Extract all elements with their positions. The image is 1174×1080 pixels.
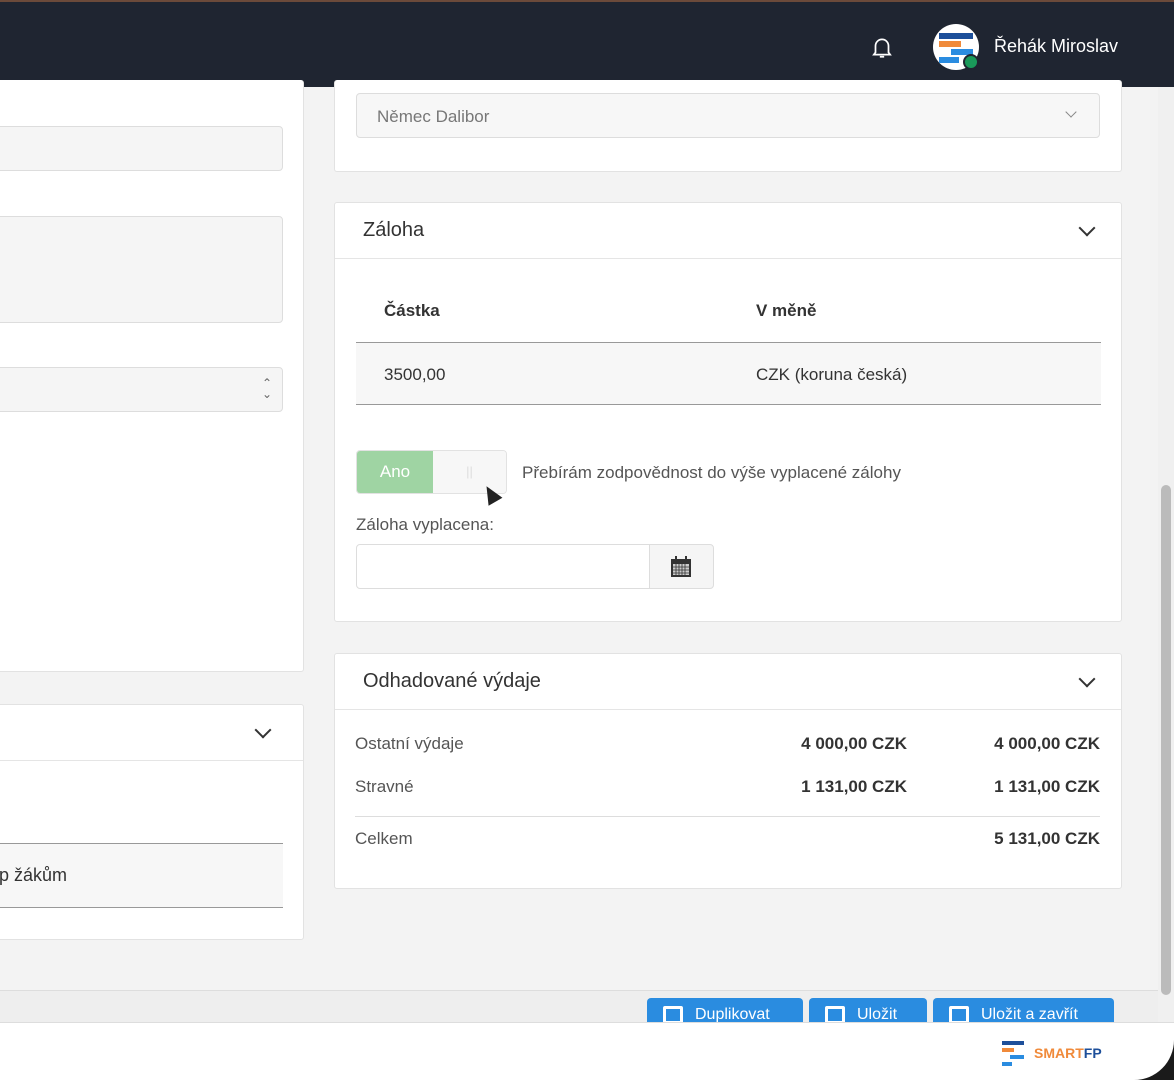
assignee-card: Němec Dalibor xyxy=(334,80,1122,172)
expense-value: 1 131,00 CZK xyxy=(994,777,1100,796)
expense-value: 4 000,00 CZK xyxy=(801,734,907,753)
expenses-card: Odhadované výdaje Ostatní výdaje 4 000,0… xyxy=(334,653,1122,889)
total-label: Celkem xyxy=(355,829,413,848)
column-header-currency: V měně xyxy=(756,301,817,320)
table-row xyxy=(356,343,1101,405)
advance-card: Záloha Částka V měně 3500,00 CZK (koruna… xyxy=(334,202,1122,622)
chevron-down-icon[interactable] xyxy=(1078,670,1096,687)
assignee-select-value: Němec Dalibor xyxy=(377,107,490,126)
responsibility-toggle[interactable]: Ano || xyxy=(356,450,507,494)
expense-label: Stravné xyxy=(355,777,414,796)
save-close-label: Uložit a zavřít xyxy=(981,1006,1078,1022)
chevron-down-icon xyxy=(1065,106,1077,118)
scrollbar[interactable] xyxy=(1158,87,1174,1022)
chevron-down-icon[interactable] xyxy=(254,721,272,738)
amount-cell: 3500,00 xyxy=(384,365,446,384)
user-name[interactable]: Řehák Miroslav xyxy=(994,36,1119,56)
left-panel-row-text: p žákům xyxy=(0,865,68,885)
paid-date-input[interactable] xyxy=(356,544,650,589)
calendar-button[interactable] xyxy=(649,544,714,589)
expense-value: 4 000,00 CZK xyxy=(994,734,1100,753)
column-header-amount: Částka xyxy=(384,301,440,320)
avatar[interactable] xyxy=(933,24,979,70)
toggle-on-label: Ano xyxy=(357,451,433,493)
scrollbar-thumb[interactable] xyxy=(1161,485,1171,995)
updown-icon: ⌃ ⌄ xyxy=(261,376,272,401)
advance-header[interactable]: Záloha xyxy=(335,203,1121,259)
save-label: Uložit xyxy=(857,1006,898,1022)
currency-cell: CZK (koruna česká) xyxy=(756,365,908,384)
text-input[interactable] xyxy=(0,126,283,171)
total-value: 5 131,00 CZK xyxy=(994,829,1100,848)
online-status-dot xyxy=(963,54,979,70)
advance-title: Záloha xyxy=(363,219,425,241)
left-panel-row xyxy=(0,844,283,907)
save-and-close-button[interactable]: Uložit a zavřít xyxy=(933,998,1114,1022)
expenses-header[interactable]: Odhadované výdaje xyxy=(335,654,1121,710)
floppy-disk-icon xyxy=(825,1006,845,1022)
textarea[interactable] xyxy=(0,216,283,323)
expense-value: 1 131,00 CZK xyxy=(801,777,907,796)
toggle-label: Přebírám zodpovědnost do výše vyplacené … xyxy=(522,463,901,482)
toggle-handle[interactable]: || xyxy=(433,451,506,493)
left-panel: p žákům xyxy=(0,704,304,940)
chevron-down-icon[interactable] xyxy=(1078,219,1096,236)
bell-icon[interactable] xyxy=(869,34,895,60)
footer: SMARTFP xyxy=(0,1022,1174,1080)
left-panel-header[interactable] xyxy=(0,705,303,761)
duplicate-label: Duplikovat xyxy=(695,1006,770,1022)
select-field[interactable]: ⌃ ⌄ xyxy=(0,367,283,412)
top-bar: Řehák Miroslav xyxy=(0,0,1174,87)
expenses-title: Odhadované výdaje xyxy=(363,670,541,692)
expense-label: Ostatní výdaje xyxy=(355,734,464,753)
paid-date-label: Záloha vyplacena: xyxy=(356,515,494,534)
left-form-card: ⌃ ⌄ xyxy=(0,80,304,672)
duplicate-button[interactable]: Duplikovat xyxy=(647,998,803,1022)
copy-icon xyxy=(663,1006,683,1022)
save-button[interactable]: Uložit xyxy=(809,998,927,1022)
calendar-icon xyxy=(671,556,691,577)
floppy-disk-icon xyxy=(949,1006,969,1022)
assignee-select[interactable]: Němec Dalibor xyxy=(356,93,1100,138)
